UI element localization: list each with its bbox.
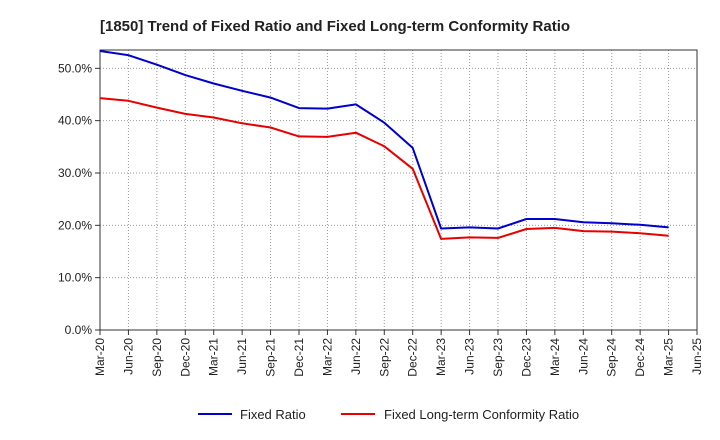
series-lines [99, 50, 669, 240]
x-tick-label: Sep-21 [264, 338, 278, 377]
y-tick-label: 20.0% [58, 218, 92, 232]
plot-frame [99, 49, 698, 331]
x-tick-label: Mar-22 [320, 338, 334, 376]
x-tick-label: Mar-21 [207, 338, 221, 376]
x-tick-label: Mar-25 [662, 338, 676, 376]
legend-label-1: Fixed Ratio [240, 407, 306, 422]
x-tick-label: Jun-25 [690, 338, 704, 375]
x-tick-label: Mar-23 [434, 338, 448, 376]
y-tick-label: 0.0% [65, 323, 93, 337]
x-tick-label: Jun-20 [121, 338, 135, 375]
x-tick-label: Jun-22 [349, 338, 363, 375]
x-tick-label: Mar-24 [548, 338, 562, 376]
x-tick-label: Jun-23 [463, 338, 477, 375]
x-tick-label: Dec-20 [178, 338, 192, 377]
y-tick-label: 40.0% [58, 114, 92, 128]
x-tick-label: Sep-23 [491, 338, 505, 377]
x-tick-label: Dec-21 [292, 338, 306, 377]
x-tick-label: Dec-22 [406, 338, 420, 377]
y-tick-label: 30.0% [58, 166, 92, 180]
y-tick-label: 10.0% [58, 271, 92, 285]
x-tick-label: Jun-21 [235, 338, 249, 375]
series-line-1 [99, 50, 669, 230]
x-tick-label: Sep-22 [377, 338, 391, 377]
grid-lines [100, 50, 698, 330]
x-axis-ticks: Mar-20 Jun-20 Sep-20 Dec-20 Mar-21 Jun-21 Sep-… [93, 330, 704, 377]
x-tick-label: Dec-23 [519, 338, 533, 377]
y-axis-ticks: 0.0% 10.0% 20.0% 30.0% 40.0% 50.0% [58, 61, 100, 337]
x-tick-label: Sep-24 [605, 338, 619, 377]
x-tick-label: Dec-24 [633, 338, 647, 377]
x-tick-label: Sep-20 [150, 338, 164, 377]
y-tick-label: 50.0% [58, 61, 92, 75]
legend-label-2: Fixed Long-term Conformity Ratio [384, 407, 579, 422]
chart-title: [1850] Trend of Fixed Ratio and Fixed Lo… [100, 18, 570, 35]
legend: Fixed Ratio Fixed Long-term Conformity Ra… [198, 407, 579, 422]
x-tick-label: Jun-24 [576, 338, 590, 375]
axes [99, 49, 698, 331]
series-line-2 [99, 97, 669, 240]
x-tick-label: Mar-20 [93, 338, 107, 376]
